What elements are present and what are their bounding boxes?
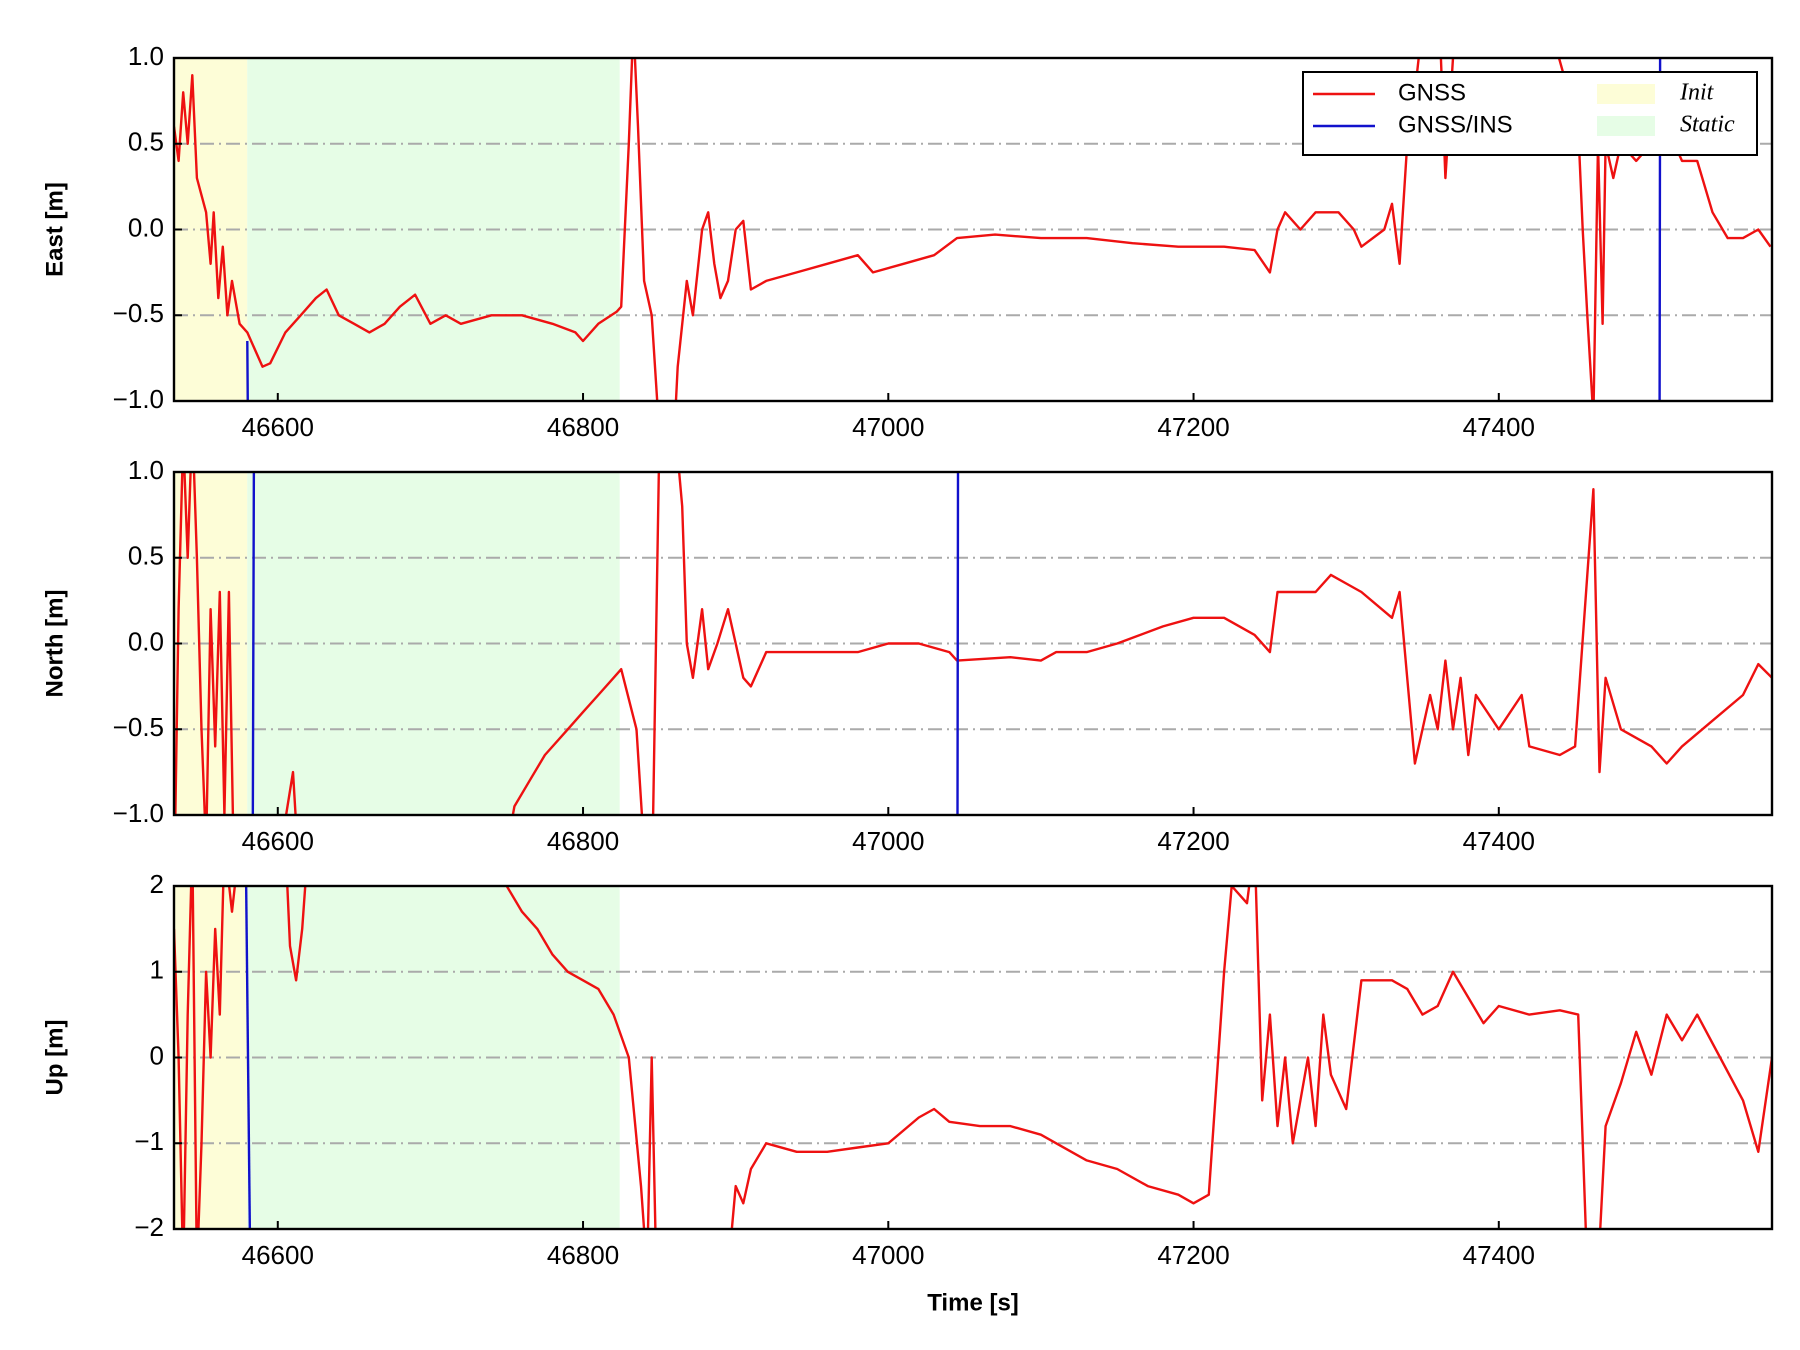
y-tick-label: 1.0: [128, 455, 164, 485]
data-line: [244, 886, 252, 1229]
x-tick-label: 47000: [852, 412, 924, 442]
x-tick-label: 47200: [1157, 1240, 1229, 1270]
shaded-span: [247, 58, 620, 401]
y-tick-label: 1.0: [128, 41, 164, 71]
legend-label: GNSS: [1398, 79, 1466, 106]
x-tick-label: 46800: [547, 826, 619, 856]
x-tick-label: 47000: [852, 826, 924, 856]
legend-patch: [1597, 116, 1655, 136]
y-axis-label: East [m]: [41, 182, 68, 277]
shaded-span: [247, 886, 620, 1229]
y-tick-label: 1: [150, 955, 164, 985]
data-line: [174, 886, 1772, 1229]
x-tick-label: 46600: [242, 1240, 314, 1270]
y-tick-label: −0.5: [113, 712, 164, 742]
plot-area: [174, 472, 1772, 815]
axes-frame: [172, 884, 1774, 1231]
y-tick-label: −2: [134, 1212, 164, 1242]
x-tick-label: 47400: [1463, 1240, 1535, 1270]
y-tick-label: 0.0: [128, 626, 164, 656]
x-tick-label: 47200: [1157, 412, 1229, 442]
x-tick-label: 46800: [547, 1240, 619, 1270]
y-tick-label: 0.0: [128, 212, 164, 242]
axes-frame: [172, 56, 1774, 403]
y-tick-label: −1.0: [113, 798, 164, 828]
y-tick-label: 2: [150, 869, 164, 899]
plot-area: [174, 58, 1772, 401]
y-tick-label: 0: [150, 1040, 164, 1070]
plot-area: [174, 886, 1772, 1229]
data-line: [246, 58, 1662, 401]
x-axis-label: Time [s]: [927, 1289, 1019, 1316]
x-tick-label: 46600: [242, 826, 314, 856]
y-tick-label: −1: [134, 1126, 164, 1156]
legend-label: GNSS/INS: [1398, 111, 1513, 138]
x-tick-label: 46600: [242, 412, 314, 442]
legend: GNSS GNSS/INS Init Static: [1302, 71, 1758, 156]
axes-frame: [172, 470, 1774, 817]
x-tick-label: 47400: [1463, 412, 1535, 442]
y-tick-label: −0.5: [113, 298, 164, 328]
data-line: [251, 472, 960, 815]
x-tick-label: 46800: [547, 412, 619, 442]
x-tick-label: 47200: [1157, 826, 1229, 856]
y-tick-label: 0.5: [128, 127, 164, 157]
legend-label: Static: [1680, 112, 1735, 138]
x-tick-label: 47400: [1463, 826, 1535, 856]
y-axis-label: Up [m]: [41, 1020, 68, 1096]
shaded-span: [247, 472, 620, 815]
y-axis-label: North [m]: [41, 590, 68, 698]
y-tick-label: −1.0: [113, 384, 164, 414]
x-tick-label: 47000: [852, 1240, 924, 1270]
legend-patch: [1597, 84, 1655, 104]
legend-box: [1302, 71, 1758, 156]
y-tick-label: 0.5: [128, 541, 164, 571]
legend-label: Init: [1679, 80, 1715, 106]
data-line: [174, 472, 1772, 815]
